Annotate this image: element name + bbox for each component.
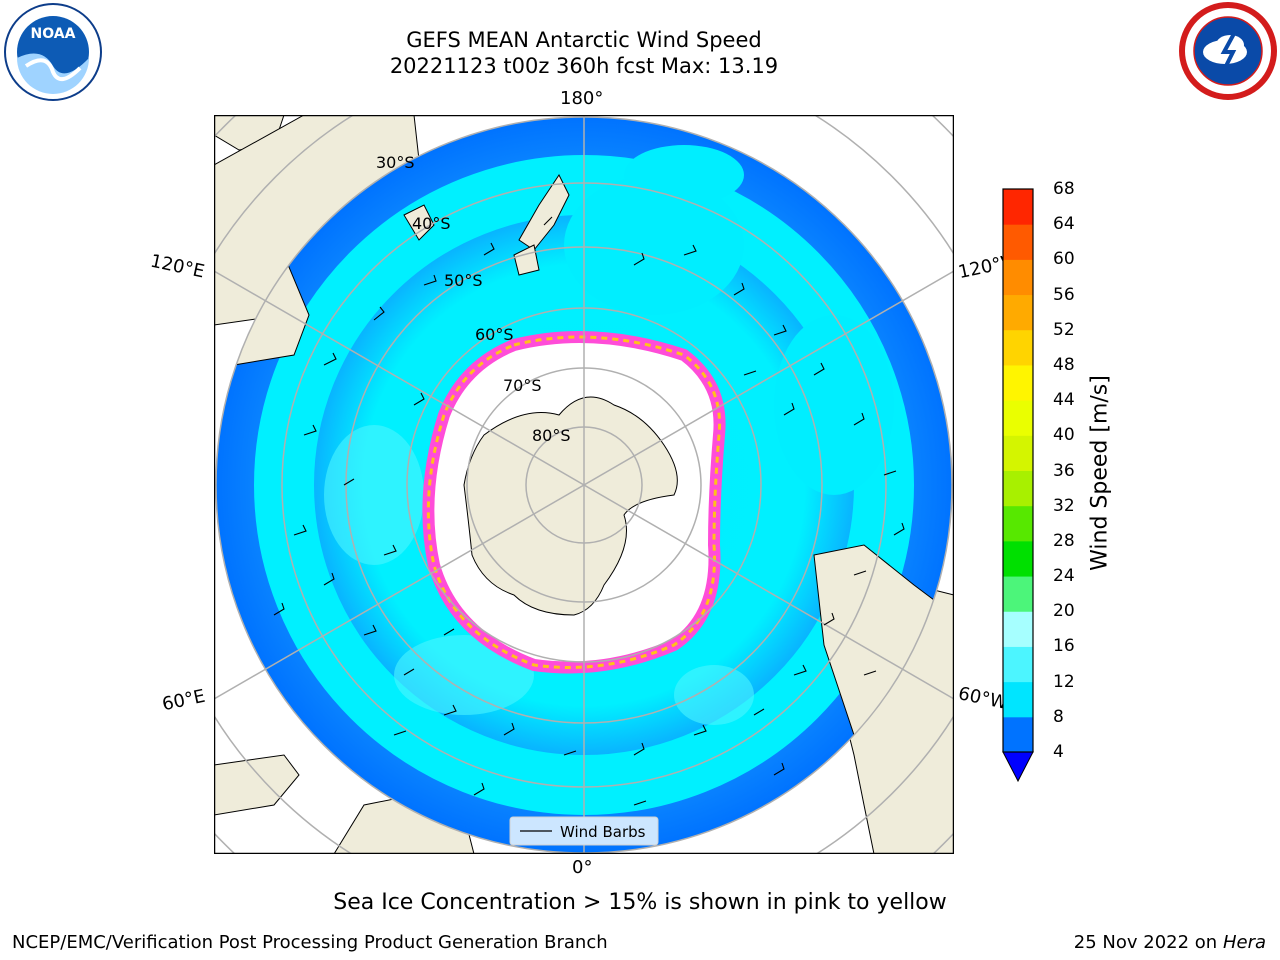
colorbar-extend (1002, 751, 1034, 783)
colorbar-tick-label: 64 (1053, 214, 1075, 235)
colorbar-band (1003, 294, 1033, 331)
noaa-logo: NOAA (4, 3, 102, 101)
colorbar-band (1003, 540, 1033, 577)
sea-ice-note: Sea Ice Concentration > 15% is shown in … (333, 890, 947, 915)
lon-label-0: 0° (572, 857, 593, 878)
colorbar-band (1003, 400, 1033, 436)
wind-barbs (273, 216, 905, 806)
antarctica (463, 396, 678, 616)
lat-label-80s: 80°S (532, 426, 571, 445)
colorbar-band (1003, 505, 1033, 542)
lon-label-60e: 60°E (160, 685, 207, 716)
colorbar-band (1003, 435, 1033, 471)
noaa-logo-text: NOAA (31, 26, 76, 42)
colorbar-band (1003, 259, 1033, 296)
colorbar-band (1003, 576, 1033, 612)
date-stamp: 25 Nov 2022 on Hera (1074, 932, 1266, 953)
lat-label-40s: 40°S (412, 214, 451, 233)
lat-label-60s: 60°S (475, 325, 514, 344)
lon-label-180: 180° (560, 88, 604, 109)
colorbar-band (1003, 681, 1033, 718)
colorbar-tick-label: 32 (1053, 495, 1075, 516)
colorbar-tick-label: 4 (1053, 742, 1064, 762)
colorbar-band (1003, 470, 1033, 507)
colorbar-tick-label: 24 (1053, 566, 1075, 587)
host-text: Hera (1222, 932, 1266, 953)
colorbar-tick-label: 40 (1053, 425, 1075, 446)
colorbar-tick-label: 28 (1053, 530, 1075, 551)
lat-label-50s: 50°S (444, 271, 483, 290)
colorbar-tick-label: 36 (1053, 460, 1075, 481)
colorbar-tick-label: 68 (1053, 179, 1075, 199)
colorbar-tick-label: 8 (1053, 706, 1064, 727)
colorbar-tick-label: 20 (1053, 601, 1075, 622)
colorbar-label: Wind Speed [m/s] (1087, 375, 1113, 571)
colorbar-band (1003, 329, 1033, 366)
colorbar-tick-label: 16 (1053, 636, 1075, 657)
legend-label: Wind Barbs (560, 823, 646, 841)
colorbar-band (1003, 364, 1033, 401)
credit-text: NCEP/EMC/Verification Post Processing Pr… (12, 932, 608, 953)
colorbar-tick-label: 52 (1053, 319, 1075, 340)
colorbar-band (1003, 224, 1033, 260)
colorbar-tick-label: 60 (1053, 249, 1075, 270)
map-legend: Wind Barbs (509, 816, 659, 846)
date-text: 25 Nov 2022 on (1073, 932, 1218, 953)
title-line-2: 20221123 t00z 360h fcst Max: 13.19 (389, 54, 779, 78)
nws-logo (1179, 2, 1277, 100)
colorbar-tick-label: 12 (1053, 671, 1075, 692)
colorbar-tick-label: 44 (1053, 390, 1075, 411)
colorbar-band (1003, 611, 1033, 647)
graticule (214, 115, 954, 854)
colorbar-band (1003, 646, 1033, 683)
lat-label-70s: 70°S (503, 376, 542, 395)
lat-label-30s: 30°S (376, 153, 415, 172)
colorbar (1002, 188, 1034, 783)
colorbar-band (1003, 716, 1033, 753)
lon-label-120e: 120°E (148, 250, 207, 283)
polar-map: 30°S 40°S 50°S 60°S 70°S 80°S Wind Barbs (214, 115, 954, 854)
title-line-1: GEFS MEAN Antarctic Wind Speed (406, 28, 762, 52)
colorbar-tick-label: 48 (1053, 354, 1075, 375)
colorbar-band (1003, 189, 1033, 225)
colorbar-tick-label: 56 (1053, 284, 1075, 305)
